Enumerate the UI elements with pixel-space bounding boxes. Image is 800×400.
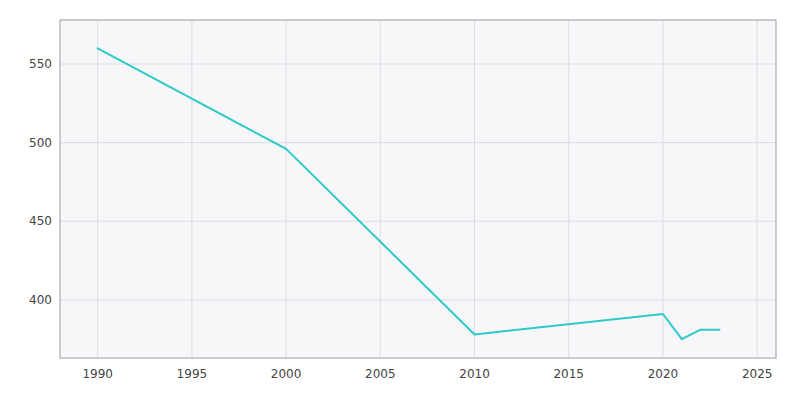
x-grid-line — [757, 20, 758, 358]
x-tick-label: 2025 — [742, 367, 773, 381]
y-tick-label: 550 — [29, 57, 52, 71]
x-grid-line — [380, 20, 381, 358]
y-tick-label: 450 — [29, 214, 52, 228]
y-grid-line — [60, 221, 776, 222]
x-tick-label: 2010 — [459, 367, 490, 381]
population-line — [98, 48, 720, 339]
x-grid-line — [97, 20, 98, 358]
data-layer — [98, 48, 720, 339]
x-grid-line — [474, 20, 475, 358]
x-tick-label: 2020 — [648, 367, 679, 381]
plot-background — [60, 20, 776, 358]
y-tick-label: 400 — [29, 293, 52, 307]
x-grid-line — [286, 20, 287, 358]
tick-labels: 1990 1995 2000 2005 2010 2015 2020 2025 400 450 50… — [29, 57, 772, 381]
y-grid-line — [60, 64, 776, 65]
x-tick-label: 2015 — [553, 367, 584, 381]
x-tick-label: 2000 — [271, 367, 302, 381]
chart-svg: 1990 1995 2000 2005 2010 2015 2020 2025 400 450 50… — [0, 0, 800, 400]
y-grid-line — [60, 142, 776, 143]
x-tick-label: 2005 — [365, 367, 396, 381]
x-grid-line — [662, 20, 663, 358]
chart-container: 1990 1995 2000 2005 2010 2015 2020 2025 400 450 50… — [0, 0, 800, 400]
x-grid-line — [568, 20, 569, 358]
y-grid-line — [60, 299, 776, 300]
plot-frame — [60, 20, 776, 358]
x-grid-line — [191, 20, 192, 358]
x-tick-label: 1995 — [177, 367, 208, 381]
y-tick-label: 500 — [29, 136, 52, 150]
x-tick-label: 1990 — [82, 367, 113, 381]
grid — [60, 20, 776, 358]
